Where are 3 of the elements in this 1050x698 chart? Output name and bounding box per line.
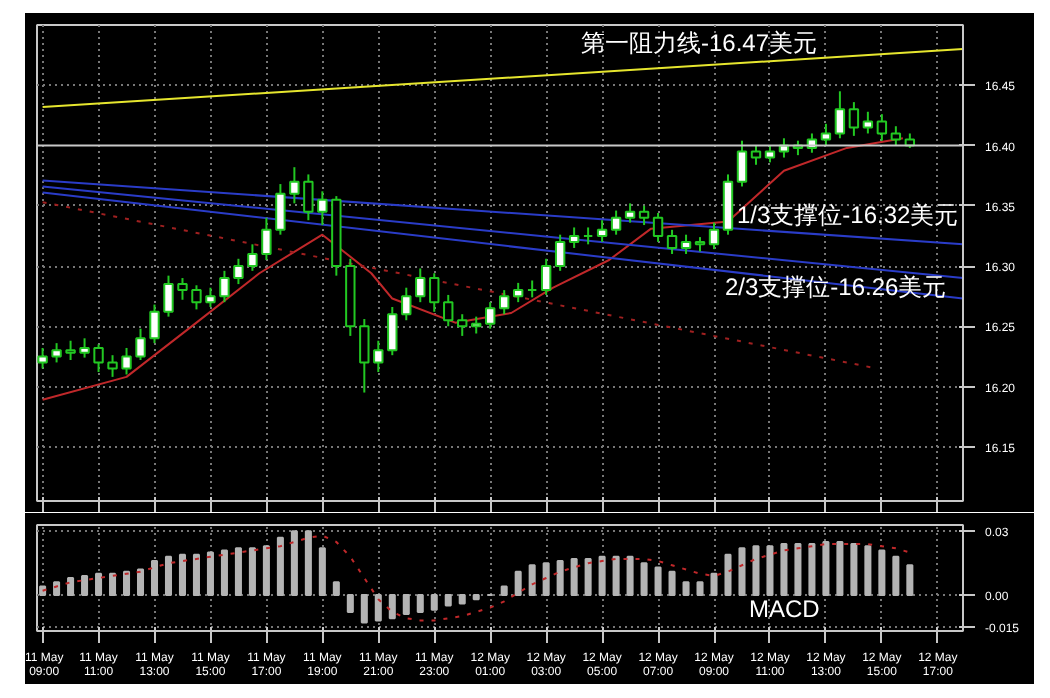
annotation: 第一阻力线-16.47美元 <box>581 29 818 57</box>
annotation: 1/3支撑位-16.32美元 <box>737 201 959 229</box>
annotation: MACD <box>749 595 821 623</box>
